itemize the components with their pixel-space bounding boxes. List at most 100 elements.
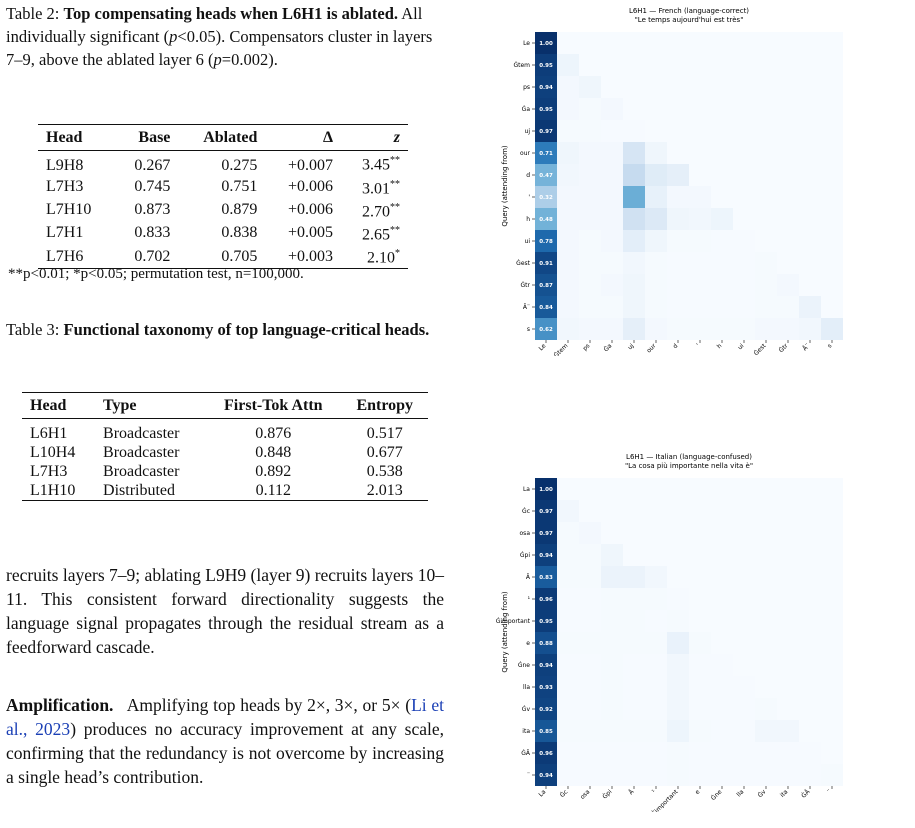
heatmap-cell (557, 120, 579, 142)
heatmap-cell (667, 76, 689, 98)
heatmap-cell (623, 676, 645, 698)
chart-title: L6H1 — French (language-correct) (629, 7, 749, 15)
heatmap-cell (711, 230, 733, 252)
y-tick-label: ¨ (527, 772, 530, 779)
x-tick-label: Ġest (753, 342, 768, 356)
heatmap-cell (623, 32, 645, 54)
heatmap-cell (557, 252, 579, 274)
heatmap-cell (799, 252, 821, 274)
table3-header: Entropy (356, 397, 414, 414)
heatmap-cell (799, 142, 821, 164)
heatmap-cell (535, 632, 557, 654)
heatmap-cell (821, 142, 843, 164)
table2-caption: Table 2: Top compensating heads when L6H… (6, 4, 433, 69)
x-tick-label: our (645, 342, 657, 354)
heatmap-cell (645, 208, 667, 230)
heatmap-cell (777, 32, 799, 54)
heatmap-cell (777, 566, 799, 588)
heatmap-cell (557, 142, 579, 164)
data-label: 0.91 (539, 261, 553, 267)
heatmap-cell (601, 142, 623, 164)
data-label: 0.94 (539, 773, 553, 779)
heatmap-cell (733, 54, 755, 76)
table-cell: +0.006 (288, 177, 334, 195)
heatmap-cell (645, 318, 667, 340)
heatmap-cell (623, 588, 645, 610)
heatmap-cell (645, 120, 667, 142)
citation-link[interactable]: Li et al., 2023 (6, 695, 444, 739)
heatmap-cell (755, 654, 777, 676)
table-cell: 0.275 (221, 156, 258, 174)
heatmap-cell (557, 296, 579, 318)
heatmap-cell (777, 588, 799, 610)
table-cell: Broadcaster (103, 443, 180, 461)
heatmap-cell (755, 164, 777, 186)
heatmap-cell (579, 610, 601, 632)
heatmap-cell (557, 164, 579, 186)
table-cell: L7H3 (30, 462, 68, 480)
heatmap-cell (667, 120, 689, 142)
heatmap-cell (689, 500, 711, 522)
heatmap-cell (755, 720, 777, 742)
table-cell: +0.003 (288, 247, 334, 265)
heatmap-cell (645, 500, 667, 522)
heatmap-cell (623, 252, 645, 274)
heatmap-cell (799, 500, 821, 522)
data-label: 0.94 (539, 663, 553, 669)
heatmap-cell (623, 698, 645, 720)
heatmap-cell (689, 186, 711, 208)
heatmap-cell (667, 676, 689, 698)
heatmap-cell (667, 500, 689, 522)
heatmap-cell (733, 230, 755, 252)
x-tick-label: Ġne (710, 788, 724, 802)
table2-header: Δ (323, 129, 334, 146)
heatmap-cell (557, 588, 579, 610)
x-tick-label: ' (695, 342, 701, 348)
heatmap-cell (821, 76, 843, 98)
data-label: 0.95 (539, 63, 553, 69)
heatmap-cell (711, 566, 733, 588)
heatmap-cell (557, 566, 579, 588)
heatmap-cell (623, 720, 645, 742)
heatmap-cell (623, 142, 645, 164)
heatmap-cell (667, 654, 689, 676)
heatmap-cell (557, 742, 579, 764)
heatmap-cell (777, 522, 799, 544)
table-row: L9H8 0.267 0.275 +0.007 3.45** (38, 150, 408, 175)
heatmap-cell (557, 318, 579, 340)
heatmap-cell (667, 610, 689, 632)
heatmap-cell (557, 764, 579, 786)
y-axis-label: Query (attending from) (501, 591, 509, 673)
heatmap-cell (601, 478, 623, 500)
heatmap-cell (821, 230, 843, 252)
heatmap-cell (601, 500, 623, 522)
y-tick-label: Ġne (518, 662, 530, 669)
table-cell: 0.873 (134, 200, 171, 218)
heatmap-cell (601, 544, 623, 566)
x-tick-label: Ġtem (553, 342, 570, 356)
table-cell: L7H6 (46, 247, 84, 265)
heatmap-cell (777, 54, 799, 76)
y-tick-label: ui (525, 238, 531, 245)
heatmap-cell (557, 610, 579, 632)
heatmap-cell (733, 632, 755, 654)
heatmap-cell (557, 500, 579, 522)
heatmap-cell (667, 32, 689, 54)
heatmap-cell (579, 588, 601, 610)
heatmap-cell (733, 742, 755, 764)
y-tick-label: La (523, 486, 530, 493)
heatmap-cell (645, 742, 667, 764)
heatmap-cell (821, 478, 843, 500)
x-tick-label: Ġv (757, 788, 768, 799)
x-tick-label: Ġpi (601, 788, 613, 800)
heatmap-cell (733, 164, 755, 186)
table-cell: 0.517 (366, 424, 403, 442)
heatmap-cell (579, 478, 601, 500)
heatmap-cell (667, 720, 689, 742)
heatmap-french: L6H1 — French (language-correct)"Le temp… (501, 7, 843, 356)
heatmap-cell (535, 544, 557, 566)
heatmap-cell (601, 566, 623, 588)
data-label: 0.94 (539, 553, 553, 559)
heatmap-cell (733, 676, 755, 698)
heatmap-cell (733, 764, 755, 786)
